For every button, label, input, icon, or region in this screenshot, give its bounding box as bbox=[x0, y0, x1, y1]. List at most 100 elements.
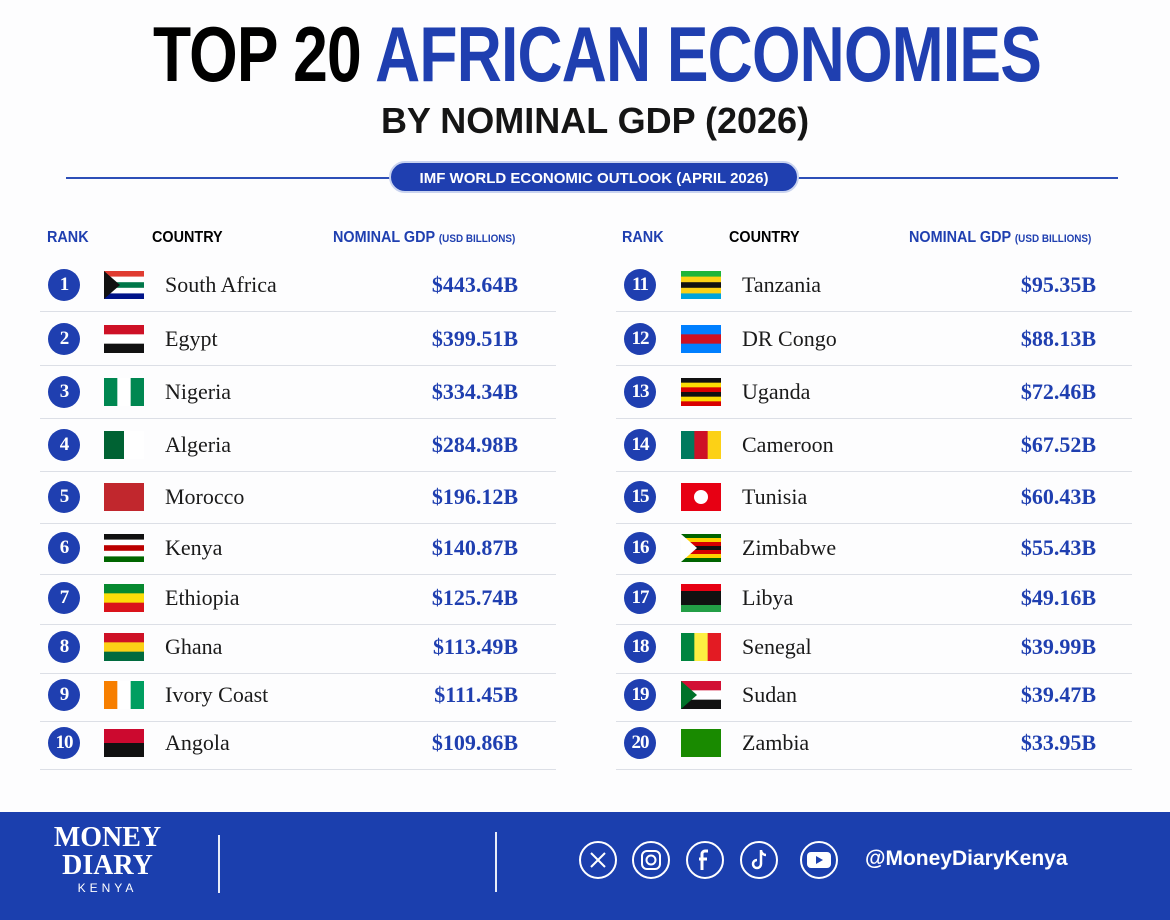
flag bbox=[104, 534, 144, 562]
rank-badge: 19 bbox=[624, 679, 656, 711]
footer-divider bbox=[495, 832, 497, 892]
country-name: Tanzania bbox=[742, 272, 822, 297]
gdp-value: $140.87B bbox=[431, 535, 518, 560]
row-separator bbox=[616, 721, 1132, 722]
flag bbox=[104, 681, 144, 709]
row-separator bbox=[616, 311, 1132, 312]
gdp-value: $284.98B bbox=[431, 432, 518, 457]
country-name: Zambia bbox=[742, 730, 810, 755]
rank-badge: 3 bbox=[48, 376, 80, 408]
rank-badge: 10 bbox=[48, 727, 80, 759]
row-separator bbox=[616, 769, 1132, 770]
rank-badge: 7 bbox=[48, 582, 80, 614]
row-separator bbox=[40, 418, 556, 419]
row-separator bbox=[40, 523, 556, 524]
tiktok-icon[interactable] bbox=[740, 841, 778, 879]
country-name: Morocco bbox=[165, 484, 245, 509]
country-name: Cameroon bbox=[742, 432, 834, 457]
flag bbox=[681, 633, 721, 661]
flag bbox=[104, 584, 144, 612]
rank-badge: 4 bbox=[48, 429, 80, 461]
subtitle: BY NOMINAL GDP (2026) bbox=[380, 100, 810, 141]
footer bbox=[0, 812, 1170, 920]
logo-line: MONEY bbox=[53, 822, 162, 853]
column-header: RANK bbox=[622, 229, 664, 246]
gdp-value: $39.47B bbox=[1020, 682, 1096, 707]
row-separator bbox=[616, 471, 1132, 472]
flag bbox=[681, 729, 721, 757]
title-accent: AFRICAN ECONOMIES bbox=[375, 10, 1042, 98]
rank-badge: 20 bbox=[624, 727, 656, 759]
country-name: Sudan bbox=[742, 682, 797, 707]
column-header: COUNTRY bbox=[729, 229, 800, 246]
gdp-value: $72.46B bbox=[1020, 379, 1096, 404]
flag bbox=[104, 483, 144, 511]
row-separator bbox=[40, 673, 556, 674]
country-name: Ethiopia bbox=[165, 585, 240, 610]
gdp-value: $109.86B bbox=[431, 730, 518, 755]
flag bbox=[104, 325, 144, 353]
country-name: DR Congo bbox=[742, 326, 837, 351]
social-icons bbox=[579, 841, 838, 879]
country-name: Senegal bbox=[742, 634, 812, 659]
row-separator bbox=[40, 311, 556, 312]
youtube-play bbox=[816, 856, 823, 864]
flag bbox=[104, 633, 144, 661]
gdp-value: $196.12B bbox=[431, 484, 518, 509]
gdp-value: $95.35B bbox=[1020, 272, 1096, 297]
rank-badge: 14 bbox=[624, 429, 656, 461]
country-name: Egypt bbox=[165, 326, 218, 351]
rank-badge: 18 bbox=[624, 631, 656, 663]
gdp-value: $60.43B bbox=[1020, 484, 1096, 509]
gdp-value: $67.52B bbox=[1020, 432, 1096, 457]
gdp-value: $88.13B bbox=[1020, 326, 1096, 351]
flag bbox=[104, 729, 144, 757]
country-name: Nigeria bbox=[165, 379, 231, 404]
gdp-value: $49.16B bbox=[1020, 585, 1096, 610]
facebook-icon[interactable] bbox=[686, 841, 724, 879]
rank-badge: 11 bbox=[624, 269, 656, 301]
title-lead: TOP 20 bbox=[152, 10, 362, 98]
country-name: Ivory Coast bbox=[165, 682, 269, 707]
x-icon[interactable] bbox=[579, 841, 617, 879]
row-separator bbox=[616, 523, 1132, 524]
youtube-icon[interactable] bbox=[800, 841, 838, 879]
flag bbox=[681, 681, 721, 709]
gdp-value: $55.43B bbox=[1020, 535, 1096, 560]
row-separator bbox=[40, 574, 556, 575]
logo-line: DIARY bbox=[62, 850, 153, 881]
row-separator bbox=[40, 365, 556, 366]
column-header: RANK bbox=[47, 229, 89, 246]
source-pill: IMF WORLD ECONOMIC OUTLOOK (APRIL 2026) bbox=[389, 161, 799, 193]
row-separator bbox=[616, 673, 1132, 674]
social-handle[interactable]: @MoneyDiaryKenya bbox=[865, 847, 1068, 870]
flag bbox=[681, 584, 721, 612]
row-separator bbox=[40, 721, 556, 722]
rank-badge: 9 bbox=[48, 679, 80, 711]
rank-badge: 5 bbox=[48, 481, 80, 513]
row-separator bbox=[40, 769, 556, 770]
row-separator bbox=[40, 624, 556, 625]
row-separator bbox=[616, 365, 1132, 366]
flag bbox=[681, 378, 721, 406]
country-name: Zimbabwe bbox=[742, 535, 837, 560]
country-name: Algeria bbox=[165, 432, 231, 457]
gdp-unit: (USD BILLIONS) bbox=[1014, 233, 1092, 245]
row-separator bbox=[616, 624, 1132, 625]
column-header: COUNTRY bbox=[152, 229, 223, 246]
flag bbox=[681, 534, 721, 562]
rank-badge: 1 bbox=[48, 269, 80, 301]
country-name: Ghana bbox=[165, 634, 223, 659]
country-name: Uganda bbox=[742, 379, 811, 404]
instagram-icon[interactable] bbox=[632, 841, 670, 879]
rank-badge: 6 bbox=[48, 532, 80, 564]
gdp-value: $113.49B bbox=[433, 634, 518, 659]
rank-badge: 12 bbox=[624, 323, 656, 355]
country-name: South Africa bbox=[165, 272, 277, 297]
rank-badge: 2 bbox=[48, 323, 80, 355]
flag bbox=[681, 325, 721, 353]
gdp-value: $33.95B bbox=[1020, 730, 1096, 755]
flag bbox=[104, 271, 144, 299]
gdp-value: $443.64B bbox=[431, 272, 518, 297]
